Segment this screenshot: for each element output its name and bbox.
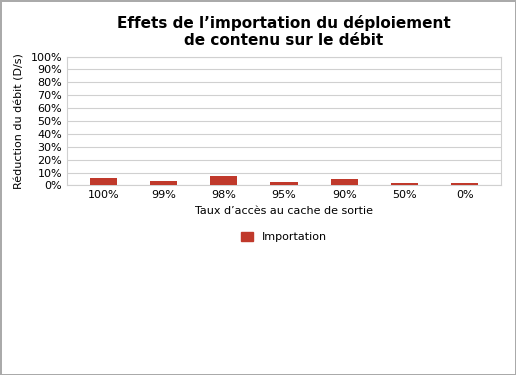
X-axis label: Taux d’accès au cache de sortie: Taux d’accès au cache de sortie [195,206,373,216]
Bar [331,179,358,185]
Title: Effets de l’importation du déploiement
de contenu sur le débit: Effets de l’importation du déploiement d… [117,15,451,48]
Bar [150,181,177,185]
Y-axis label: Réduction du débit (D/s): Réduction du débit (D/s) [15,53,25,189]
Bar [452,183,478,185]
Bar [210,176,237,185]
Bar [90,178,117,185]
Bar [391,183,418,185]
Legend: Importation: Importation [237,228,331,247]
Bar [270,182,298,185]
